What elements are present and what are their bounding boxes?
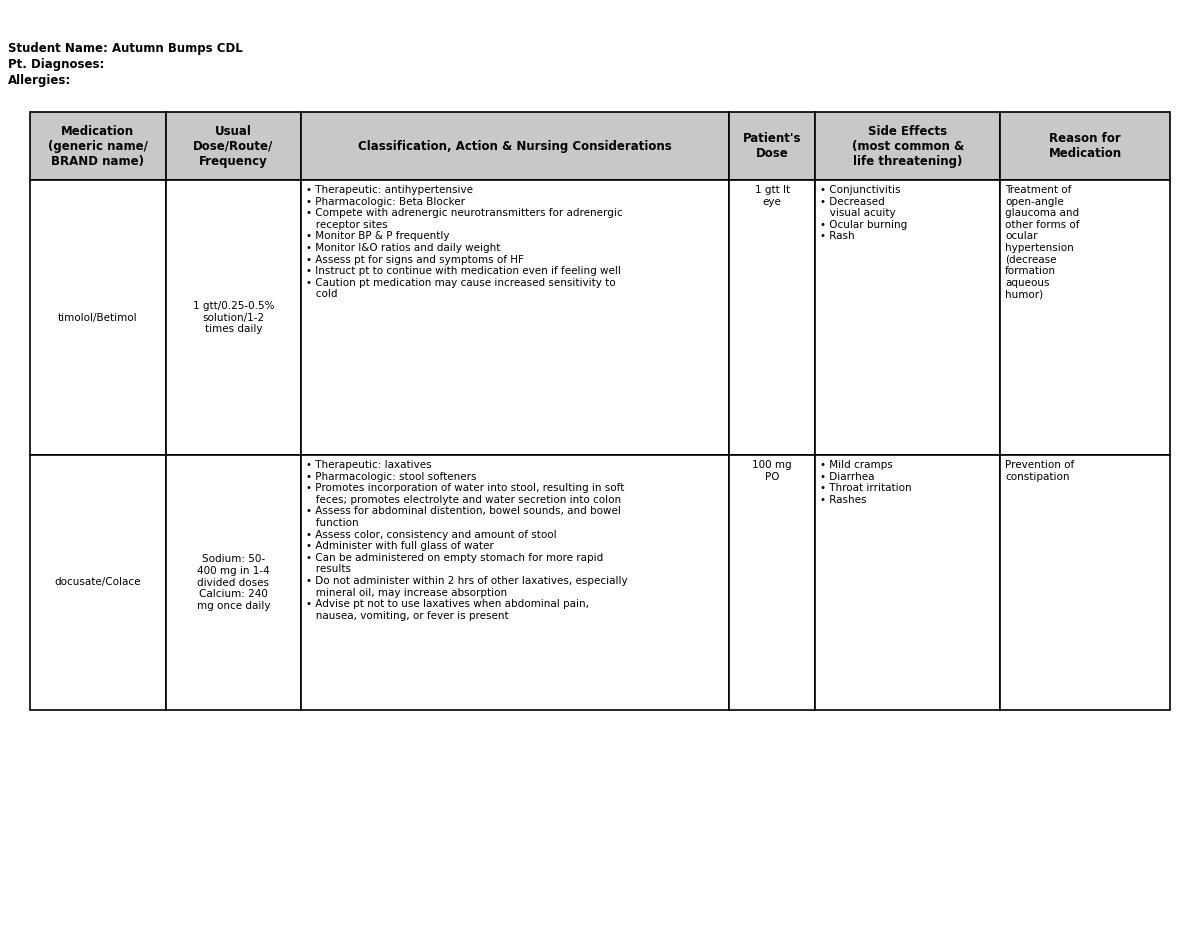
- Bar: [166, 112, 301, 180]
- Text: • Therapeutic: antihypertensive
• Pharmacologic: Beta Blocker
• Compete with adr: • Therapeutic: antihypertensive • Pharma…: [306, 185, 623, 299]
- Text: Patient's
Dose: Patient's Dose: [743, 132, 802, 160]
- Bar: [1000, 455, 1170, 710]
- Text: Side Effects
(most common &
life threatening): Side Effects (most common & life threate…: [852, 124, 964, 168]
- Text: Usual
Dose/Route/
Frequency: Usual Dose/Route/ Frequency: [193, 124, 274, 168]
- Bar: [30, 112, 166, 180]
- Bar: [728, 112, 816, 180]
- Text: Allergies:: Allergies:: [8, 74, 71, 87]
- Text: • Conjunctivitis
• Decreased
   visual acuity
• Ocular burning
• Rash: • Conjunctivitis • Decreased visual acui…: [821, 185, 907, 241]
- Bar: [301, 455, 728, 710]
- Bar: [816, 112, 1000, 180]
- Text: Prevention of
constipation: Prevention of constipation: [1006, 460, 1074, 482]
- Text: • Therapeutic: laxatives
• Pharmacologic: stool softeners
• Promotes incorporati: • Therapeutic: laxatives • Pharmacologic…: [306, 460, 628, 621]
- Bar: [728, 455, 816, 710]
- Text: 100 mg
PO: 100 mg PO: [752, 460, 792, 482]
- Bar: [301, 112, 728, 180]
- Bar: [816, 180, 1000, 455]
- Text: 1 gtt/0.25-0.5%
solution/1-2
times daily: 1 gtt/0.25-0.5% solution/1-2 times daily: [193, 301, 275, 334]
- Bar: [30, 455, 166, 710]
- Bar: [1000, 180, 1170, 455]
- Bar: [816, 455, 1000, 710]
- Bar: [30, 180, 166, 455]
- Text: timolol/Betimol: timolol/Betimol: [58, 312, 138, 323]
- Text: Pt. Diagnoses:: Pt. Diagnoses:: [8, 58, 104, 71]
- Bar: [166, 455, 301, 710]
- Text: Student Name: Autumn Bumps CDL: Student Name: Autumn Bumps CDL: [8, 42, 242, 55]
- Text: Sodium: 50-
400 mg in 1-4
divided doses
Calcium: 240
mg once daily: Sodium: 50- 400 mg in 1-4 divided doses …: [197, 554, 270, 611]
- Text: Treatment of
open-angle
glaucoma and
other forms of
ocular
hypertension
(decreas: Treatment of open-angle glaucoma and oth…: [1006, 185, 1080, 299]
- Text: Reason for
Medication: Reason for Medication: [1049, 132, 1122, 160]
- Bar: [1000, 112, 1170, 180]
- Text: 1 gtt lt
eye: 1 gtt lt eye: [755, 185, 790, 207]
- Bar: [166, 180, 301, 455]
- Text: docusate/Colace: docusate/Colace: [54, 578, 142, 588]
- Bar: [728, 180, 816, 455]
- Text: Medication
(generic name/
BRAND name): Medication (generic name/ BRAND name): [48, 124, 148, 168]
- Text: Classification, Action & Nursing Considerations: Classification, Action & Nursing Conside…: [358, 139, 672, 153]
- Bar: [301, 180, 728, 455]
- Text: • Mild cramps
• Diarrhea
• Throat irritation
• Rashes: • Mild cramps • Diarrhea • Throat irrita…: [821, 460, 912, 505]
